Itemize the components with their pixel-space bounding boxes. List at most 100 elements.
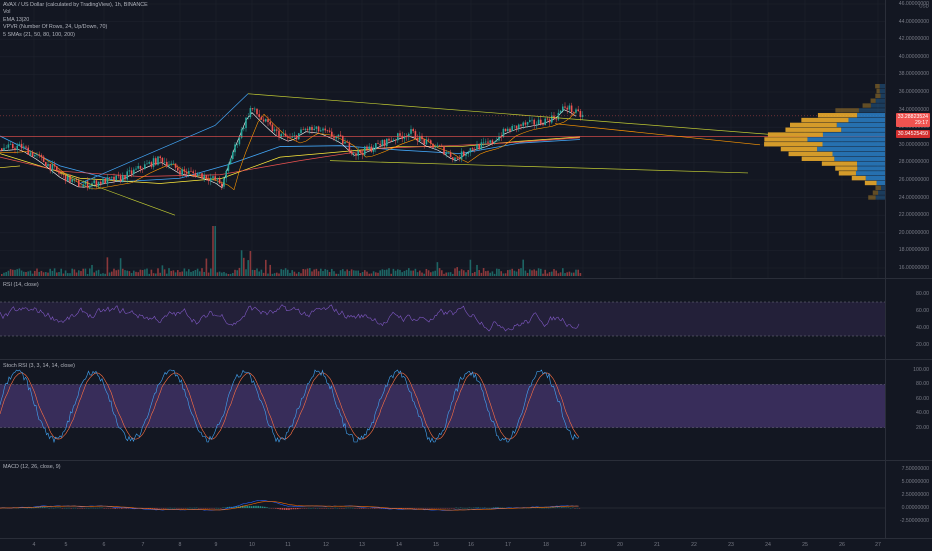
volume-bar bbox=[355, 271, 357, 276]
time-tick: 27 bbox=[875, 542, 881, 548]
candle-body bbox=[355, 153, 357, 155]
macd-histogram-bar bbox=[114, 508, 116, 509]
candle-body bbox=[140, 166, 142, 169]
volume-bar bbox=[239, 268, 241, 276]
candle-body bbox=[32, 152, 34, 156]
candle-body bbox=[52, 164, 54, 170]
vpvr-up-bar bbox=[835, 108, 859, 112]
volume-bar bbox=[371, 273, 373, 276]
candle-body bbox=[463, 151, 465, 155]
candle-body bbox=[225, 171, 227, 178]
volume-bar bbox=[291, 270, 293, 276]
candle-body bbox=[1, 148, 3, 150]
candle-body bbox=[445, 153, 447, 154]
volume-bar bbox=[181, 272, 183, 276]
candle-body bbox=[503, 129, 505, 137]
candle-body bbox=[19, 144, 21, 146]
volume-bar bbox=[148, 274, 150, 276]
volume-bar bbox=[166, 274, 168, 276]
stoch-tick: 20.00 bbox=[916, 425, 929, 431]
candle-body bbox=[560, 111, 562, 113]
macd-histogram-bar bbox=[359, 508, 361, 509]
stoch-legend: Stoch RSI (3, 3, 14, 14, close) bbox=[3, 363, 75, 370]
volume-bar bbox=[43, 272, 45, 276]
stoch-rsi-pane[interactable]: Stoch RSI (3, 3, 14, 14, close) bbox=[0, 360, 886, 460]
candle-body bbox=[74, 179, 76, 180]
volume-bar bbox=[285, 268, 287, 276]
candle-body bbox=[16, 146, 18, 150]
candle-body bbox=[71, 179, 73, 181]
candle-body bbox=[80, 187, 82, 188]
trend-line bbox=[555, 124, 760, 145]
candle-body bbox=[280, 134, 282, 137]
vpvr-down-bar bbox=[857, 113, 886, 117]
volume-bar bbox=[333, 271, 335, 276]
volume-bar bbox=[153, 273, 155, 276]
volume-bar bbox=[428, 270, 430, 276]
level-price-badge: 30.94525450 bbox=[896, 130, 930, 138]
vpvr-up-bar bbox=[802, 157, 835, 161]
price-tick: 40.00000000 bbox=[899, 54, 929, 60]
volume-bar bbox=[41, 271, 43, 276]
candle-body bbox=[199, 173, 201, 174]
volume-bar bbox=[388, 268, 390, 276]
candle-body bbox=[184, 169, 186, 171]
candle-body bbox=[547, 119, 549, 120]
volume-bar bbox=[38, 272, 40, 276]
volume-bar bbox=[349, 271, 351, 276]
price-pane[interactable]: AVAX / US Dollar (calculated by TradingV… bbox=[0, 0, 886, 278]
rsi-pane[interactable]: RSI (14, close) bbox=[0, 279, 886, 359]
price-tick: 34.00000000 bbox=[899, 107, 929, 113]
volume-bar bbox=[309, 268, 311, 276]
candle-body bbox=[142, 169, 144, 170]
volume-bar bbox=[498, 269, 500, 276]
macd-chart[interactable] bbox=[0, 461, 886, 538]
candle-body bbox=[386, 139, 388, 146]
candle-body bbox=[49, 164, 51, 170]
macd-histogram-bar bbox=[286, 508, 288, 510]
candle-body bbox=[118, 175, 120, 176]
stoch-rsi-chart[interactable] bbox=[0, 360, 886, 460]
volume-bar bbox=[507, 270, 509, 276]
candle-body bbox=[569, 106, 571, 110]
macd-histogram-bar bbox=[251, 506, 253, 508]
volume-bar bbox=[529, 269, 531, 276]
volume-bar bbox=[142, 270, 144, 276]
trend-line bbox=[0, 166, 20, 168]
volume-bar bbox=[274, 273, 276, 276]
volume-bar bbox=[549, 272, 551, 276]
macd-histogram-bar bbox=[374, 508, 376, 509]
volume-bar bbox=[302, 269, 304, 276]
time-tick: 18 bbox=[543, 542, 549, 548]
candle-body bbox=[102, 179, 104, 184]
price-tick: 24.00000000 bbox=[899, 195, 929, 201]
volume-bar bbox=[432, 271, 434, 276]
volume-bar bbox=[120, 258, 122, 276]
volume-bar bbox=[430, 272, 432, 276]
volume-bar bbox=[575, 270, 577, 276]
candle-body bbox=[481, 142, 483, 149]
candle-body bbox=[507, 129, 509, 131]
macd-histogram-bar bbox=[249, 506, 251, 508]
macd-tick: 2.50000000 bbox=[902, 492, 929, 498]
volume-bar bbox=[80, 271, 82, 276]
macd-histogram-bar bbox=[552, 507, 554, 508]
candle-body bbox=[562, 107, 564, 111]
volume-bar bbox=[496, 269, 498, 276]
price-chart[interactable] bbox=[0, 0, 886, 278]
candle-body bbox=[3, 148, 5, 151]
macd-pane[interactable]: MACD (12, 26, close, 9) bbox=[0, 461, 886, 538]
volume-bar bbox=[404, 271, 406, 276]
macd-histogram-bar bbox=[152, 508, 154, 509]
vpvr-down-bar bbox=[857, 161, 886, 165]
volume-bar bbox=[21, 271, 23, 276]
candle-body bbox=[243, 128, 245, 129]
candle-body bbox=[129, 170, 131, 171]
vpvr-up-bar bbox=[818, 113, 857, 117]
volume-bar bbox=[69, 273, 71, 276]
candle-body bbox=[188, 171, 190, 174]
rsi-chart[interactable] bbox=[0, 279, 886, 359]
candle-body bbox=[157, 156, 159, 164]
